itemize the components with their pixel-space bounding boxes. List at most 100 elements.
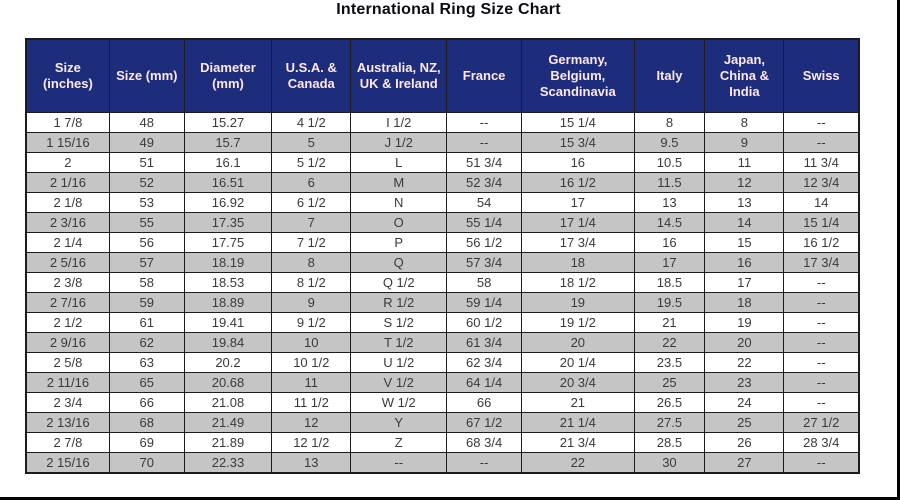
table-cell: 2 15/16 [25, 452, 110, 474]
table-cell: 12 1/2 [271, 432, 352, 453]
table-cell: -- [783, 272, 860, 293]
table-cell: P [350, 232, 448, 253]
table-cell: 20 [704, 332, 785, 353]
table-row: 2 1/4 56 17.75 7 1/2 P 56 1/2 17 3/4 16 15 16 1/2 [25, 232, 860, 253]
table-row: 2 51 16.1 5 1/2 L 51 3/4 16 10.5 11 11 3/4 [25, 152, 860, 173]
table-header: Size (inches) Size (mm) Diameter (mm) U.S.A… [25, 38, 860, 113]
table-cell: 2 7/16 [25, 292, 110, 313]
table-cell: 17 [704, 272, 785, 293]
table-cell: -- [783, 132, 860, 153]
column-header-8: Italy [633, 38, 706, 113]
table-cell: 21 [633, 312, 706, 333]
table-cell: 8 1/2 [271, 272, 352, 293]
table-cell: 16.1 [183, 152, 273, 173]
table-cell: 20 3/4 [521, 372, 635, 393]
table-cell: W 1/2 [350, 392, 448, 413]
table-cell: 59 1/4 [446, 292, 523, 313]
table-cell: 7 [271, 212, 352, 233]
table-cell: -- [783, 292, 860, 313]
table-cell: 2 1/4 [25, 232, 110, 253]
table-cell: 19 1/2 [521, 312, 635, 333]
table-cell: 53 [108, 192, 185, 213]
table-cell: 62 [108, 332, 185, 353]
table-cell: 59 [108, 292, 185, 313]
table-cell: 4 1/2 [271, 112, 352, 133]
table-cell: -- [350, 452, 448, 474]
table-cell: 28.5 [633, 432, 706, 453]
table-cell: 17 [633, 252, 706, 273]
table-cell: 9 [271, 292, 352, 313]
table-cell: 10 [271, 332, 352, 353]
table-cell: 55 [108, 212, 185, 233]
column-header-10: Swiss [783, 38, 860, 113]
table-cell: 18.5 [633, 272, 706, 293]
table-cell: 63 [108, 352, 185, 373]
table-cell: 48 [108, 112, 185, 133]
table-cell: 52 [108, 172, 185, 193]
table-cell: 21 3/4 [521, 432, 635, 453]
table-cell: J 1/2 [350, 132, 448, 153]
table-cell: 2 1/16 [25, 172, 110, 193]
table-cell: 25 [633, 372, 706, 393]
table-cell: Z [350, 432, 448, 453]
table-cell: 57 [108, 252, 185, 273]
table-cell: 20 [521, 332, 635, 353]
table-cell: O [350, 212, 448, 233]
table-cell: 17 1/4 [521, 212, 635, 233]
table-cell: 10.5 [633, 152, 706, 173]
table-cell: 16 [633, 232, 706, 253]
table-cell: 2 1/2 [25, 312, 110, 333]
table-cell: 19.5 [633, 292, 706, 313]
table-cell: 18.89 [183, 292, 273, 313]
table-cell: 68 3/4 [446, 432, 523, 453]
table-cell: 21.08 [183, 392, 273, 413]
table-cell: 21 [521, 392, 635, 413]
table-cell: 2 5/16 [25, 252, 110, 273]
table-cell: 11.5 [633, 172, 706, 193]
table-cell: 19.41 [183, 312, 273, 333]
table-cell: 8 [633, 112, 706, 133]
table-cell: 11 3/4 [783, 152, 860, 173]
table-cell: 23.5 [633, 352, 706, 373]
table-cell: 9 1/2 [271, 312, 352, 333]
table-cell: 27.5 [633, 412, 706, 433]
table-cell: 16.51 [183, 172, 273, 193]
table-cell: 11 [704, 152, 785, 173]
table-row: 2 11/16 65 20.68 11 V 1/2 64 1/4 20 3/4 25 23 -- [25, 372, 860, 393]
table-cell: 65 [108, 372, 185, 393]
table-cell: -- [783, 392, 860, 413]
table-cell: R 1/2 [350, 292, 448, 313]
table-cell: 54 [446, 192, 523, 213]
table-row: 2 1/16 52 16.51 6 M 52 3/4 16 1/2 11.5 12 12 3/4 [25, 172, 860, 193]
table-cell: 19 [521, 292, 635, 313]
table-cell: 64 1/4 [446, 372, 523, 393]
table-cell: 2 5/8 [25, 352, 110, 373]
table-cell: 11 1/2 [271, 392, 352, 413]
table-cell: -- [783, 112, 860, 133]
table-cell: 8 [704, 112, 785, 133]
table-cell: -- [783, 352, 860, 373]
table-cell: 27 [704, 452, 785, 474]
table-cell: 22 [521, 452, 635, 474]
table-cell: 21.49 [183, 412, 273, 433]
table-cell: 11 [271, 372, 352, 393]
table-row: 2 13/16 68 21.49 12 Y 67 1/2 21 1/4 27.5 25 27 1/… [25, 412, 860, 433]
table-cell: -- [446, 132, 523, 153]
table-cell: 13 [633, 192, 706, 213]
table-cell: 28 3/4 [783, 432, 860, 453]
table-cell: 2 3/16 [25, 212, 110, 233]
table-cell: -- [783, 332, 860, 353]
table-cell: L [350, 152, 448, 173]
table-cell: 8 [271, 252, 352, 273]
table-cell: 17.35 [183, 212, 273, 233]
table-cell: V 1/2 [350, 372, 448, 393]
table-cell: 16 [704, 252, 785, 273]
table-cell: 49 [108, 132, 185, 153]
table-cell: Q 1/2 [350, 272, 448, 293]
table-cell: 15 1/4 [521, 112, 635, 133]
table-cell: 17 3/4 [783, 252, 860, 273]
table-row: 2 7/16 59 18.89 9 R 1/2 59 1/4 19 19.5 18 -- [25, 292, 860, 313]
table-cell: 23 [704, 372, 785, 393]
table-cell: 19.84 [183, 332, 273, 353]
